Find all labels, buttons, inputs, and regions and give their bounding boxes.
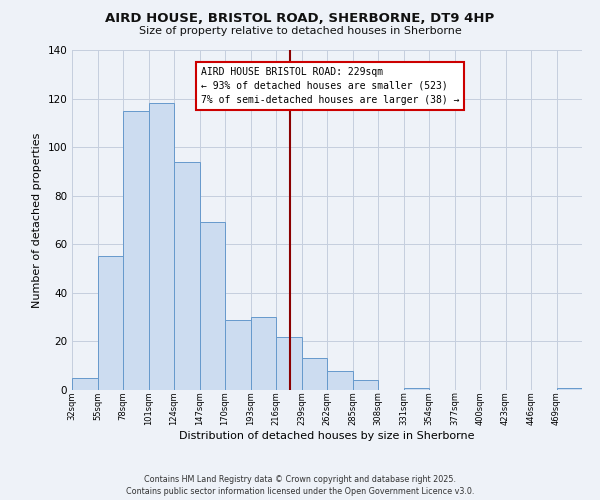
- Bar: [276, 336, 302, 390]
- Bar: [225, 320, 251, 390]
- Bar: [72, 378, 97, 390]
- Y-axis label: Number of detached properties: Number of detached properties: [32, 132, 42, 308]
- Bar: [327, 370, 353, 390]
- Text: AIRD HOUSE, BRISTOL ROAD, SHERBORNE, DT9 4HP: AIRD HOUSE, BRISTOL ROAD, SHERBORNE, DT9…: [106, 12, 494, 26]
- Bar: [123, 110, 149, 390]
- Bar: [174, 162, 199, 390]
- Bar: [149, 104, 174, 390]
- Text: Size of property relative to detached houses in Sherborne: Size of property relative to detached ho…: [139, 26, 461, 36]
- Bar: [404, 388, 429, 390]
- Text: AIRD HOUSE BRISTOL ROAD: 229sqm
← 93% of detached houses are smaller (523)
7% of: AIRD HOUSE BRISTOL ROAD: 229sqm ← 93% of…: [200, 67, 459, 105]
- Bar: [97, 256, 123, 390]
- Bar: [302, 358, 327, 390]
- Bar: [557, 388, 582, 390]
- Text: Contains HM Land Registry data © Crown copyright and database right 2025.
Contai: Contains HM Land Registry data © Crown c…: [126, 474, 474, 496]
- Bar: [251, 317, 276, 390]
- Bar: [353, 380, 378, 390]
- X-axis label: Distribution of detached houses by size in Sherborne: Distribution of detached houses by size …: [179, 431, 475, 441]
- Bar: [199, 222, 225, 390]
